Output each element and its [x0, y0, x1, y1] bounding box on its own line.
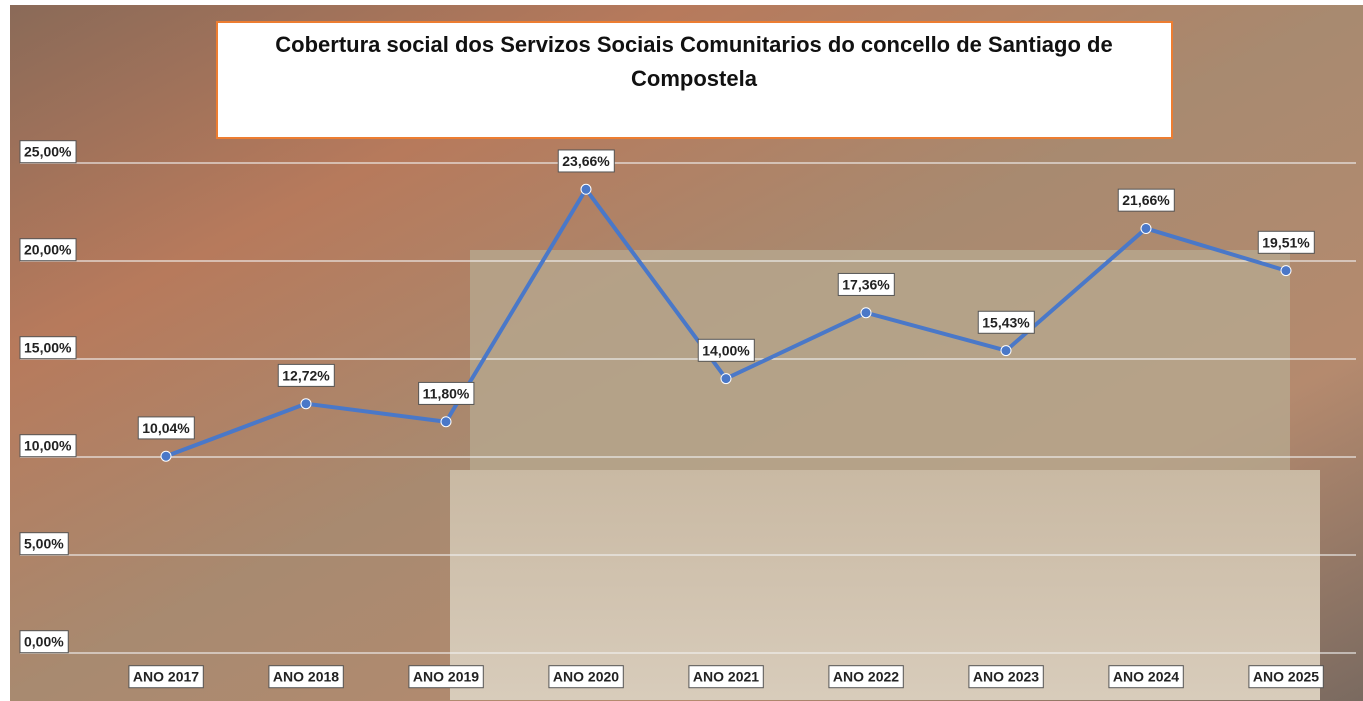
x-tick-label-box [1248, 665, 1324, 689]
data-label: 15,43% [982, 314, 1030, 330]
y-tick-label: 0,00% [24, 634, 64, 650]
y-tick-label-box [19, 434, 77, 458]
data-label: 11,80% [423, 385, 470, 401]
x-tick-label: ANO 2025 [1253, 669, 1319, 685]
data-label-box [1117, 188, 1175, 212]
x-tick-label-box [268, 665, 344, 689]
data-point [580, 183, 592, 195]
data-point [1280, 265, 1292, 277]
y-tick-label: 20,00% [24, 242, 72, 258]
data-label: 12,72% [282, 367, 330, 383]
y-tick-label-box [19, 630, 69, 654]
x-tick-label: ANO 2017 [133, 669, 199, 685]
x-tick-label-box [128, 665, 204, 689]
y-tick-label-box [19, 238, 77, 262]
data-label: 19,51% [1262, 234, 1310, 250]
y-tick-label: 25,00% [24, 144, 72, 160]
y-tick-label-box [19, 532, 69, 556]
x-tick-label: ANO 2023 [973, 669, 1039, 685]
x-tick-label: ANO 2018 [273, 669, 339, 685]
data-point [160, 450, 172, 462]
data-label-box [557, 149, 615, 173]
x-tick-label: ANO 2019 [413, 669, 479, 685]
x-tick-label-box [688, 665, 764, 689]
data-point [720, 373, 732, 385]
y-tick-label-box [19, 140, 77, 164]
data-point [1000, 345, 1012, 357]
x-tick-label-box [968, 665, 1044, 689]
y-tick-label: 15,00% [24, 340, 72, 356]
x-tick-label: ANO 2022 [833, 669, 899, 685]
x-tick-label-box [548, 665, 624, 689]
y-tick-label: 10,00% [24, 438, 72, 454]
x-tick-label: ANO 2024 [1113, 669, 1179, 685]
data-label-box [137, 416, 195, 440]
data-point [1140, 222, 1152, 234]
data-point [300, 398, 312, 410]
x-tick-label: ANO 2021 [693, 669, 759, 685]
data-label-box [837, 272, 895, 296]
data-label: 14,00% [702, 342, 750, 358]
data-point [440, 416, 452, 428]
plaza [450, 470, 1320, 700]
data-label: 23,66% [562, 153, 610, 169]
data-label-box [697, 338, 755, 362]
y-tick-label-box [19, 336, 77, 360]
data-label-box [418, 381, 475, 405]
x-tick-label: ANO 2020 [553, 669, 619, 685]
x-tick-label-box [1108, 665, 1184, 689]
x-tick-label-box [408, 665, 484, 689]
data-label-box [977, 310, 1035, 334]
title-box [216, 21, 1173, 139]
y-tick-label: 5,00% [24, 536, 64, 552]
x-tick-label-box [828, 665, 904, 689]
chart-title: Cobertura social dos Servizos Sociais Co… [275, 32, 1112, 91]
data-label-box [277, 363, 335, 387]
data-label: 21,66% [1122, 192, 1170, 208]
data-label: 10,04% [142, 420, 190, 436]
data-point [860, 307, 872, 319]
data-label: 17,36% [842, 276, 890, 292]
data-label-box [1257, 230, 1315, 254]
